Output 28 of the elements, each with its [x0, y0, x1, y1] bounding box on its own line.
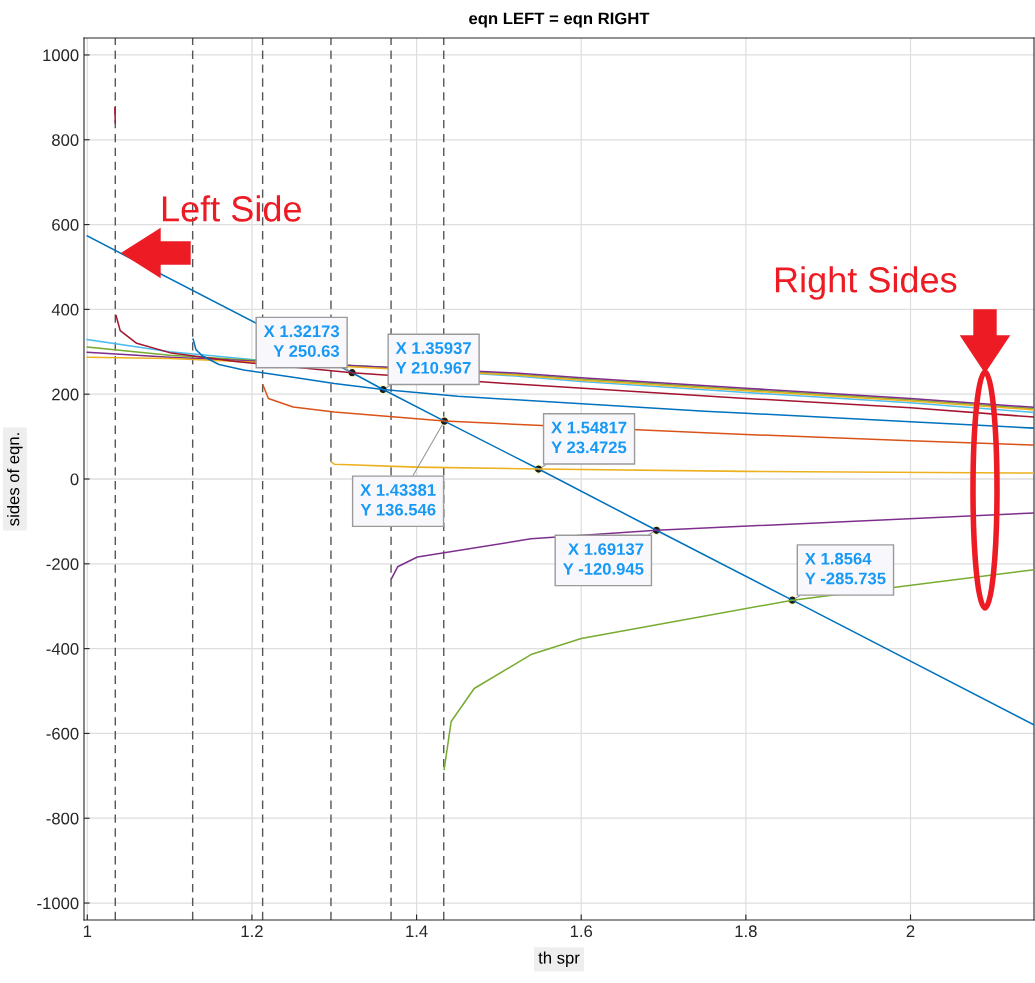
- y-tick-label: 1000: [43, 49, 79, 62]
- y-tick-label: -400: [46, 643, 79, 655]
- y-tick-label: 600: [52, 218, 79, 231]
- y-tick-label: -1000: [37, 897, 79, 910]
- x-tick-label: 1.2: [241, 925, 263, 937]
- annotation: X 1.43381 Y 136.546: [360, 484, 436, 516]
- annotation: X 1.35937 Y 210.967: [395, 342, 471, 374]
- y-tick-label: 200: [52, 388, 79, 401]
- annotation: X 1.69137 Y -120.945: [562, 543, 644, 575]
- x-tick-label: 1: [83, 925, 92, 937]
- chart-title: eqn LEFT = eqn RIGHT: [469, 12, 650, 28]
- annotation: X 1.8564 Y -285.735: [804, 552, 886, 585]
- x-axis-title: th spr: [538, 951, 580, 968]
- annotation: Left Side: [162, 195, 301, 222]
- y-axis-title: sides of eqn.: [7, 433, 23, 526]
- annotation: X 1.54817 Y 23.4725: [551, 421, 627, 454]
- y-tick-label: 0: [70, 473, 79, 486]
- y-tick-label: -600: [46, 727, 79, 740]
- y-tick-label: 800: [52, 134, 79, 146]
- x-tick-label: 1.4: [406, 925, 428, 937]
- y-tick-label: 400: [51, 303, 79, 316]
- x-tick-label: 1.6: [570, 925, 593, 938]
- x-tick-label: 1.8: [735, 925, 757, 938]
- annotation: X 1.32173 Y 250.63: [263, 325, 340, 357]
- y-tick-label: -800: [46, 812, 79, 825]
- y-tick-label: -200: [46, 558, 79, 571]
- x-tick-label: 2: [906, 925, 915, 937]
- annotation: Right Sides: [775, 266, 957, 300]
